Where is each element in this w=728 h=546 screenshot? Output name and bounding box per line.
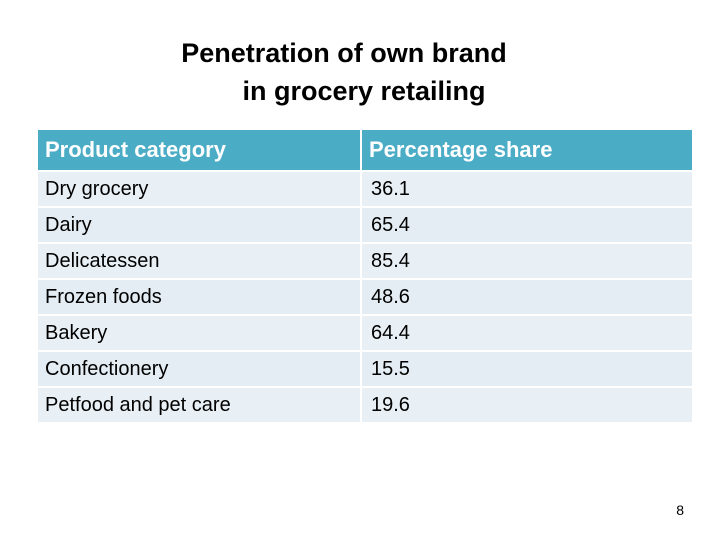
table-row: Confectionery 15.5 [36,350,694,388]
table-row: Delicatessen 85.4 [36,242,694,280]
row-percentage: 15.5 [360,350,694,388]
table-row: Frozen foods 48.6 [36,278,694,316]
table-row: Bakery 64.4 [36,314,694,352]
row-category: Dairy [36,206,362,244]
row-category: Dry grocery [36,170,362,208]
table-row: Dry grocery 36.1 [36,170,694,208]
header-product-category: Product category [36,128,362,172]
row-category: Delicatessen [36,242,362,280]
slide-title-line-1: Penetration of own brand [181,38,507,68]
table-header-row: Product category Percentage share [36,128,694,172]
row-percentage: 19.6 [360,386,694,424]
row-category: Bakery [36,314,362,352]
row-percentage: 85.4 [360,242,694,280]
own-brand-table-container: Product category Percentage share Dry gr… [36,128,694,424]
row-category: Confectionery [36,350,362,388]
row-category: Frozen foods [36,278,362,316]
own-brand-table: Product category Percentage share Dry gr… [36,128,694,424]
table-row: Dairy 65.4 [36,206,694,244]
table-row: Petfood and pet care 19.6 [36,386,694,424]
row-category: Petfood and pet care [36,386,362,424]
slide-title: Penetration of own brand in grocery reta… [0,34,728,110]
slide-title-line-2: in grocery retailing [242,76,486,106]
row-percentage: 48.6 [360,278,694,316]
row-percentage: 36.1 [360,170,694,208]
row-percentage: 65.4 [360,206,694,244]
page-number: 8 [676,502,684,518]
row-percentage: 64.4 [360,314,694,352]
header-percentage-share: Percentage share [360,128,694,172]
